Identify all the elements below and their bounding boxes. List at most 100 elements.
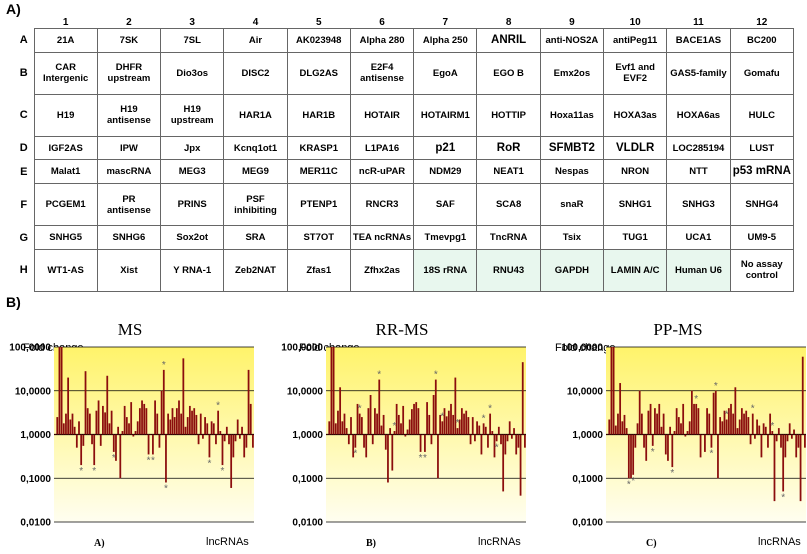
- bar: [424, 434, 426, 452]
- grid-cell: Malat1: [33, 159, 98, 185]
- grid-cell: antiPeg11: [603, 28, 668, 53]
- bar: [730, 403, 732, 435]
- bar: [517, 434, 520, 448]
- bar: [727, 408, 730, 435]
- y-tick-label: 0,0100: [572, 518, 603, 529]
- y-tick-label: 1,0000: [572, 430, 603, 441]
- bar: [701, 434, 704, 435]
- grid-row: C H19 H19 antisense H19 upstream HAR1A HAR1B H…: [14, 93, 795, 137]
- grid-row: A 21A 7SK 7SL Air AK023948 Alpha 280 Alpha 250 A…: [14, 28, 795, 53]
- chart-ms: MS Fold change 100,0000 10,0000 1,0000 0,1000…: [0, 320, 260, 550]
- bar: [347, 434, 350, 445]
- bar: [480, 434, 483, 455]
- row-header: H: [19, 264, 28, 277]
- bar: [515, 434, 518, 455]
- grid-cell: GAS5-family: [666, 51, 731, 95]
- bar: [484, 426, 487, 435]
- grid-cell: TEA ncRNAs: [349, 225, 415, 250]
- bar: [225, 426, 228, 435]
- grid-cell: NTT: [666, 159, 731, 185]
- grid-cell: SCA8: [476, 183, 541, 227]
- bar: [799, 434, 802, 502]
- grid-cell: HOTAIRM1: [413, 93, 478, 137]
- grid-cell: Tsix: [539, 225, 605, 250]
- grid-cell: SAF: [413, 183, 478, 227]
- bar: [610, 347, 613, 435]
- bar: [426, 402, 428, 435]
- significance-star: *: [147, 455, 151, 466]
- significance-star: *: [377, 370, 381, 381]
- grid-cell: SFMBT2: [539, 135, 605, 161]
- bar: [636, 423, 639, 435]
- bar: [500, 434, 502, 445]
- bar: [97, 400, 100, 435]
- bar: [228, 434, 230, 445]
- chart-sublabel: A): [94, 538, 105, 549]
- panel-a-label: A): [6, 1, 21, 17]
- bar: [99, 434, 102, 446]
- grid-row: D IGF2AS IPW Jpx Kcnq1ot1 KRASP1 L1PA16 p21 RoR S…: [14, 135, 795, 161]
- chart-sublabel: C): [646, 538, 657, 549]
- grid-cell: GAPDH: [539, 248, 605, 293]
- bar: [393, 431, 396, 435]
- bar: [56, 417, 59, 435]
- grid-corner: [14, 16, 34, 29]
- bar: [195, 414, 198, 435]
- y-tick-label: 10,0000: [287, 386, 324, 397]
- bar: [780, 434, 782, 448]
- grid-cell: NDM29: [413, 159, 478, 185]
- bar: [156, 413, 159, 435]
- bar: [667, 434, 669, 461]
- bar: [387, 434, 389, 483]
- bar: [758, 425, 761, 435]
- grid-cell: DISC2: [223, 51, 288, 95]
- bar: [419, 434, 422, 452]
- x-axis-label: lncRNAs: [478, 536, 521, 548]
- bar: [710, 434, 713, 448]
- bar: [732, 413, 735, 435]
- bar: [456, 428, 459, 435]
- bar: [519, 434, 522, 496]
- row-header: E: [20, 165, 28, 178]
- bar: [334, 423, 337, 435]
- grid-cell: MEG3: [160, 159, 225, 185]
- grid-cell: Emx2os: [539, 51, 605, 95]
- bar: [112, 434, 115, 452]
- bar: [645, 434, 648, 461]
- bar: [417, 408, 420, 435]
- bar: [350, 417, 352, 435]
- bar: [773, 434, 776, 502]
- bar: [121, 431, 124, 435]
- bar: [790, 434, 793, 439]
- bar: [662, 413, 665, 435]
- bar: [762, 423, 765, 435]
- bar: [206, 423, 209, 435]
- significance-star: *: [434, 370, 438, 381]
- bar: [471, 417, 474, 435]
- bar: [106, 375, 109, 435]
- y-tick-label: 100,0000: [281, 343, 323, 354]
- bar: [434, 379, 437, 435]
- significance-star: *: [482, 413, 486, 424]
- bar: [788, 423, 791, 435]
- significance-star: *: [781, 492, 785, 503]
- bar: [430, 434, 433, 445]
- bar: [638, 390, 641, 435]
- bar: [664, 434, 667, 455]
- bar: [408, 419, 411, 435]
- bar: [197, 434, 200, 445]
- bar: [649, 403, 652, 435]
- grid-cell: SNHG3: [666, 183, 731, 227]
- chart-title: MS: [117, 320, 143, 339]
- bar: [60, 347, 63, 435]
- bar: [339, 387, 342, 435]
- bar: [693, 403, 695, 435]
- bar: [625, 428, 628, 435]
- panel-b-label: B): [6, 294, 21, 310]
- bar: [193, 408, 196, 435]
- bar: [204, 417, 206, 435]
- bar: [371, 434, 374, 445]
- significance-star: *: [419, 453, 423, 464]
- significance-star: *: [751, 404, 755, 415]
- bar: [380, 425, 383, 435]
